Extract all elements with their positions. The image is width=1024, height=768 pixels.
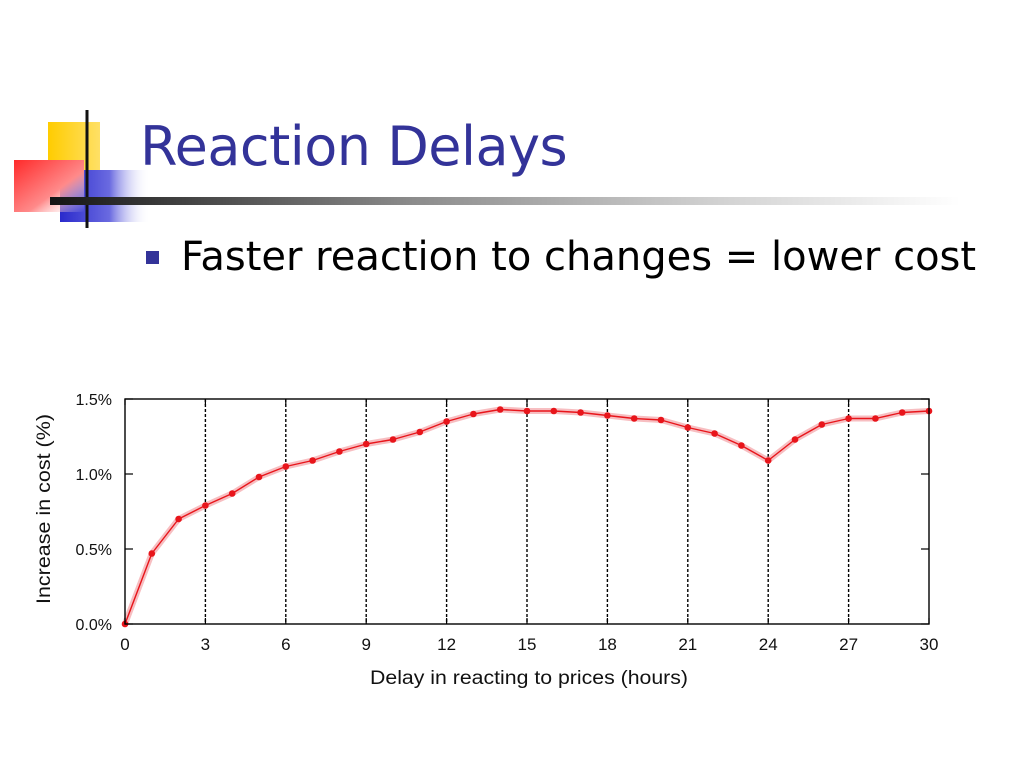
chart-grid	[204, 399, 850, 624]
data-point-5	[255, 473, 263, 481]
x-axis-label: Delay in reacting to prices (hours)	[370, 668, 688, 689]
data-point-15	[523, 407, 531, 415]
data-point-27	[845, 415, 852, 422]
y-tick-label: 0.0%	[76, 617, 112, 634]
data-point-28	[872, 415, 879, 422]
data-point-23	[738, 442, 745, 449]
title-rule	[50, 197, 960, 205]
x-tick-label: 30	[920, 635, 939, 654]
data-point-6	[282, 463, 290, 470]
data-point-22	[711, 430, 718, 437]
x-tick-label: 27	[839, 635, 858, 654]
chart-text: 0 3 6 9 12 15 18 21 24 27 30 0.0% 0.5% 1.0% 1.5% Delay …	[34, 392, 938, 689]
bullet-item: Faster reaction to changes = lower cost	[146, 234, 976, 280]
data-point-12	[443, 418, 450, 425]
data-point-18	[604, 412, 611, 419]
chart-ticks	[124, 398, 930, 625]
data-point-9	[362, 440, 370, 448]
data-point-4	[228, 490, 236, 497]
x-tick-label: 3	[201, 635, 210, 654]
page-title: Reaction Delays	[140, 115, 568, 178]
y-tick-label: 1.5%	[76, 392, 112, 409]
data-point-3	[202, 502, 209, 509]
x-tick-label: 21	[678, 635, 697, 654]
data-point-7	[309, 457, 316, 464]
data-point-2	[175, 515, 182, 523]
x-tick-label: 24	[759, 635, 778, 654]
y-tick-label: 0.5%	[76, 542, 112, 559]
data-point-21	[684, 424, 692, 431]
x-tick-label: 9	[361, 635, 370, 654]
data-point-19	[630, 415, 638, 422]
data-point-8	[336, 448, 343, 455]
data-point-10	[389, 436, 397, 443]
chart-series	[121, 406, 933, 628]
data-point-20	[657, 416, 665, 424]
data-point-16	[550, 407, 558, 415]
x-tick-label: 15	[518, 635, 537, 654]
x-tick-label: 12	[437, 635, 456, 654]
x-tick-label: 0	[120, 635, 129, 654]
data-point-25	[791, 436, 799, 443]
data-point-24	[764, 457, 772, 464]
bullet-text: Faster reaction to changes = lower cost	[181, 234, 977, 280]
y-tick-label: 1.0%	[76, 467, 112, 484]
data-point-14	[496, 406, 504, 413]
title-decoration	[14, 110, 150, 228]
x-tick-label: 18	[598, 635, 617, 654]
data-point-11	[416, 428, 424, 436]
data-point-13	[470, 410, 477, 418]
data-point-29	[898, 409, 906, 416]
data-point-1	[148, 550, 156, 557]
y-axis-label: Increase in cost (%)	[34, 414, 55, 604]
bullet-marker-icon	[146, 250, 159, 264]
x-tick-label: 6	[281, 635, 290, 654]
data-point-26	[818, 421, 826, 428]
data-point-17	[577, 409, 584, 416]
